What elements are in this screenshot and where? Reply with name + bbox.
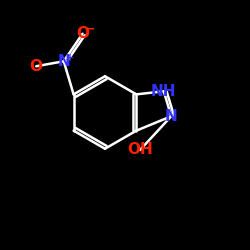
Text: OH: OH [127, 142, 153, 158]
Text: +: + [66, 53, 74, 63]
Text: N: N [57, 54, 70, 69]
Text: O: O [76, 26, 89, 41]
Text: −: − [84, 22, 95, 35]
Text: O: O [30, 59, 43, 74]
Text: NH: NH [151, 84, 176, 99]
Text: N: N [165, 109, 177, 124]
